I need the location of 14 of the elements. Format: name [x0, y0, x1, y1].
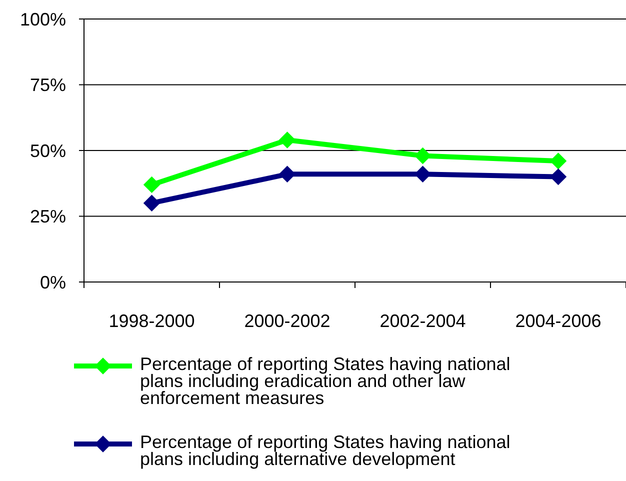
y-tick-label: 50%: [30, 140, 66, 161]
point: [143, 176, 160, 194]
legend-label: Percentage of reporting States having national plans including eradication and other law enforcement measures: [140, 354, 510, 408]
legend-label: Percentage of reporting States having national plans including alternative development: [140, 432, 510, 469]
x-tick-label: 2000-2002: [244, 311, 330, 331]
x-tick-label: 2002-2004: [380, 311, 466, 331]
y-tick-label: 0%: [40, 272, 66, 292]
y-tick-label: 75%: [30, 75, 66, 96]
y-tick-label: 100%: [20, 9, 66, 30]
x-tick-label: 1998-2000: [108, 311, 195, 331]
x-tick-label: 2004-2006: [515, 311, 602, 331]
y-tick-label: 25%: [30, 206, 66, 227]
point: [278, 132, 296, 148]
point: [143, 194, 160, 212]
